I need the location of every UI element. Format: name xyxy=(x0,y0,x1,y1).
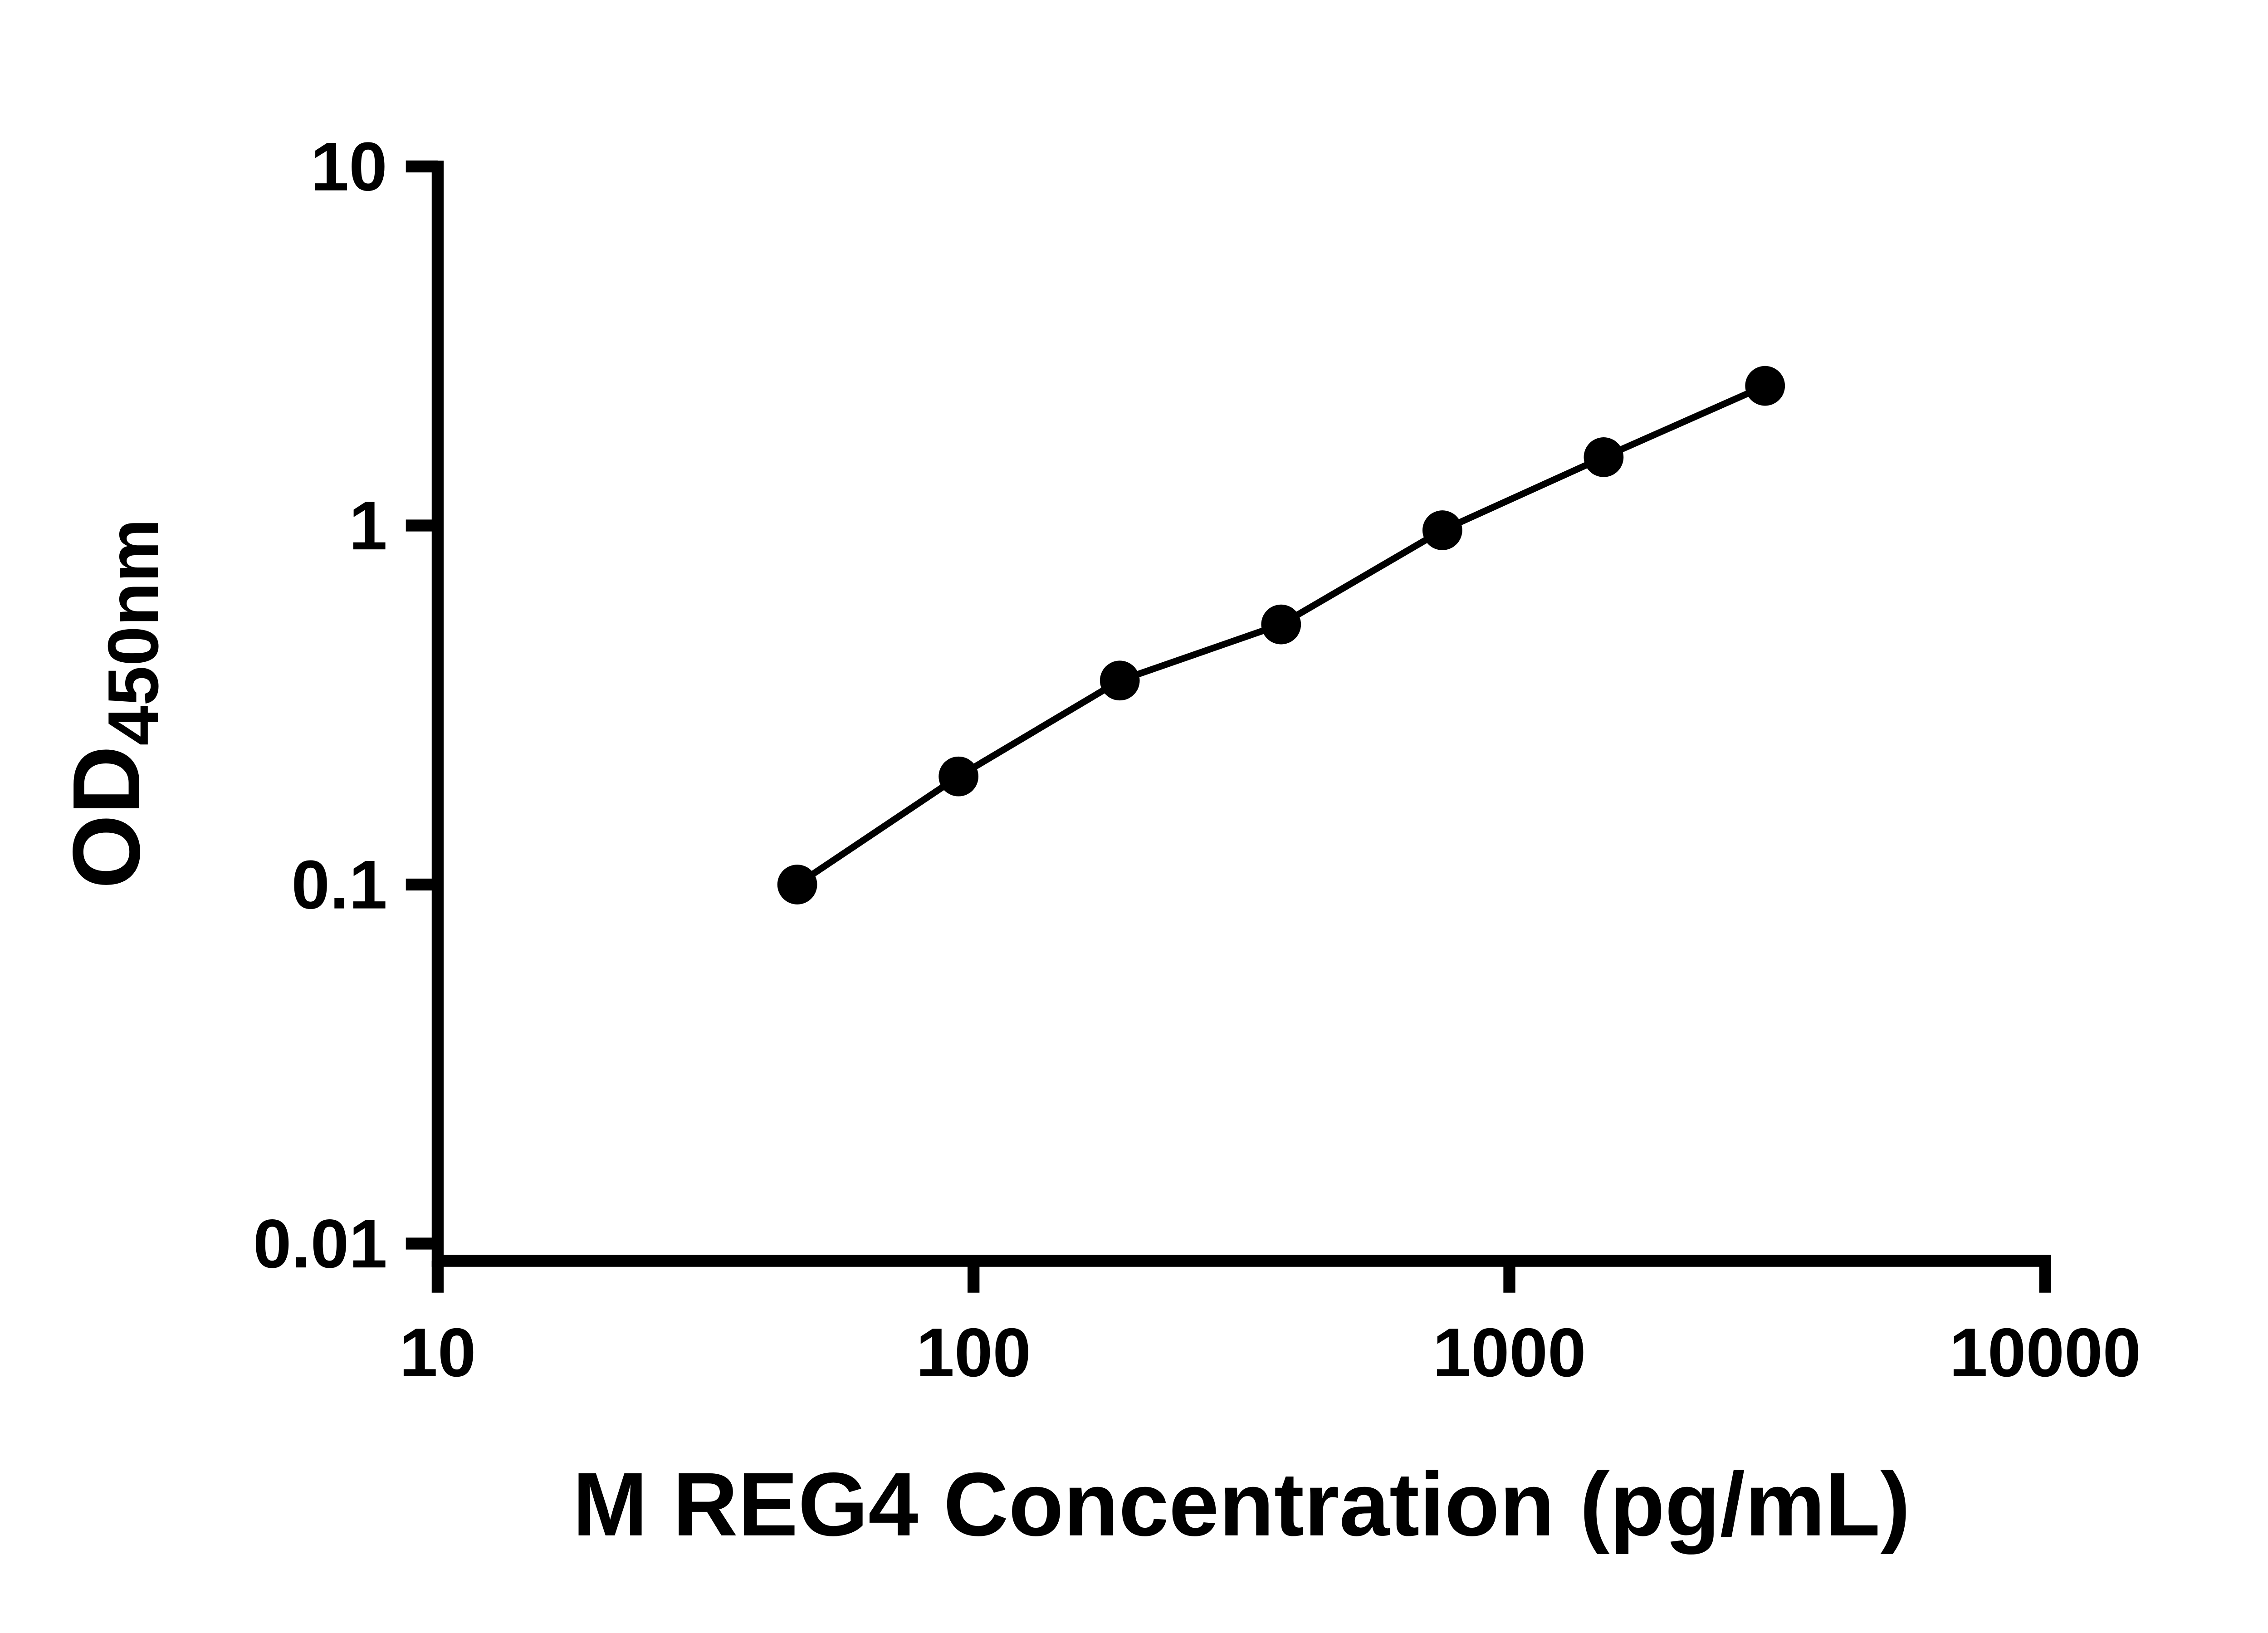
y-tick-label: 0.1 xyxy=(291,846,387,924)
axis-frame xyxy=(431,161,2051,1267)
y-axis-title: OD450nm xyxy=(53,518,173,889)
y-axis-title-subscript: 450nm xyxy=(93,518,173,745)
data-point xyxy=(777,865,817,905)
x-tick-label: 10 xyxy=(399,1314,476,1391)
y-tick-label: 1 xyxy=(349,487,387,564)
x-tick-label: 100 xyxy=(916,1314,1031,1391)
x-axis-title: M REG4 Concentration (pg/mL) xyxy=(572,1454,1910,1555)
data-point xyxy=(1100,660,1140,701)
data-point xyxy=(1261,604,1301,645)
plot-area: 10 100 1000 10000 0.01 0.1 1 10 xyxy=(253,128,2141,1391)
x-tick-label: 1000 xyxy=(1432,1314,1586,1391)
y-axis-title-main: OD xyxy=(53,746,160,889)
data-point xyxy=(1422,510,1462,550)
y-tick-label: 0.01 xyxy=(253,1205,387,1282)
data-point xyxy=(1745,366,1785,406)
data-point xyxy=(1584,437,1624,477)
x-tick-label: 10000 xyxy=(1949,1314,2141,1391)
data-point xyxy=(938,756,979,797)
y-tick-label: 10 xyxy=(311,128,387,205)
